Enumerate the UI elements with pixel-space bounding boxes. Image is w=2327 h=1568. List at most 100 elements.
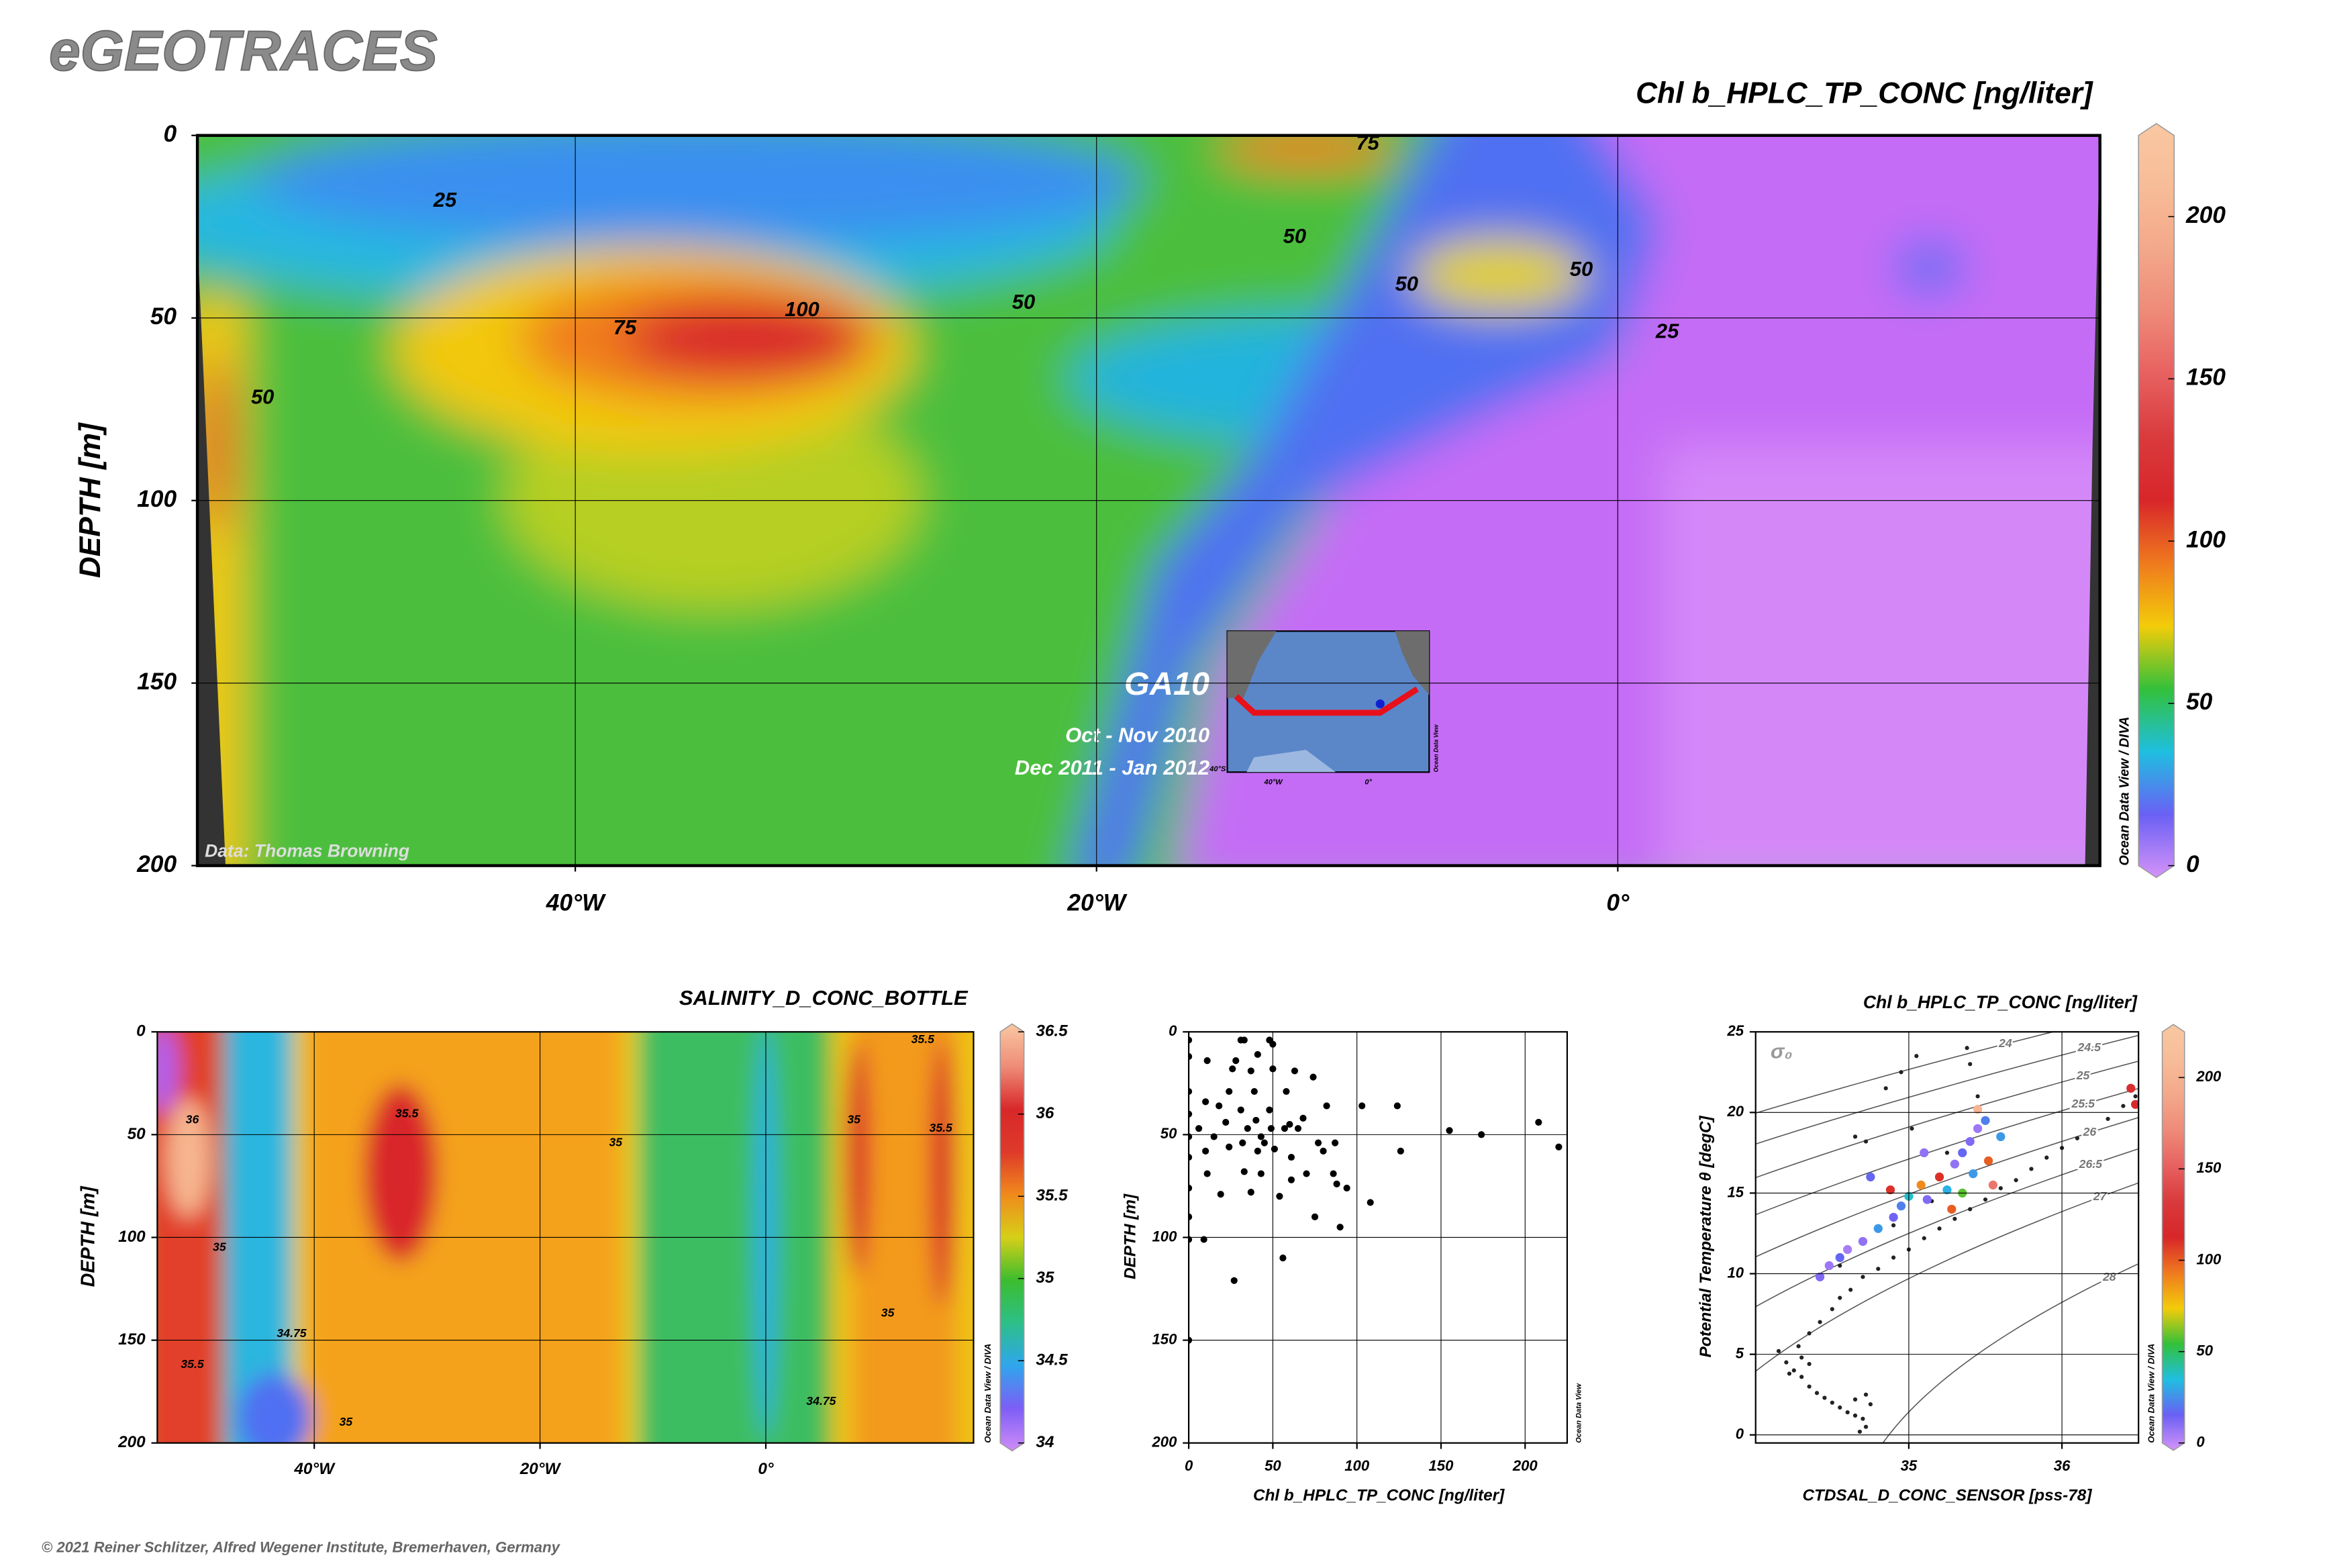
point bbox=[1309, 1073, 1317, 1081]
point bbox=[1189, 1087, 1193, 1095]
point bbox=[1266, 1106, 1273, 1114]
y-tick-label: 50 bbox=[128, 1125, 146, 1143]
colorbar-tick-label: 100 bbox=[2186, 526, 2226, 552]
point bbox=[2090, 1126, 2095, 1131]
sigma-label: 28 bbox=[2102, 1270, 2116, 1283]
point bbox=[1230, 1277, 1238, 1284]
y-tick-label: 15 bbox=[1727, 1183, 1744, 1200]
point bbox=[1876, 1267, 1881, 1271]
colored-point bbox=[2126, 1083, 2136, 1093]
point bbox=[1937, 1226, 1942, 1231]
y-axis-label: DEPTH [m] bbox=[77, 1185, 99, 1287]
x-axis-label: Chl b_HPLC_TP_CONC [ng/liter] bbox=[1253, 1487, 1505, 1505]
contour-label: 25 bbox=[1655, 320, 1679, 343]
colored-point bbox=[1843, 1244, 1852, 1255]
y-axis-label: DEPTH [m] bbox=[1121, 1193, 1139, 1279]
x-tick-label: 0° bbox=[758, 1460, 774, 1478]
point bbox=[1983, 1197, 1988, 1202]
y-tick-label: 50 bbox=[150, 303, 177, 330]
colored-point bbox=[1889, 1212, 1898, 1222]
y-tick-label: 200 bbox=[1152, 1434, 1178, 1451]
point bbox=[2014, 1178, 2018, 1183]
point bbox=[1830, 1307, 1834, 1312]
point bbox=[1244, 1125, 1251, 1132]
contour-label: 35.5 bbox=[181, 1357, 205, 1371]
colorbar-tick-label: 200 bbox=[2185, 202, 2226, 228]
point bbox=[1320, 1147, 1327, 1155]
point bbox=[1818, 1320, 1822, 1324]
x-tick-label: 35 bbox=[1901, 1457, 1918, 1474]
point bbox=[1863, 1392, 1869, 1397]
plot-frame bbox=[195, 134, 2101, 867]
y-tick-label: 10 bbox=[1727, 1264, 1744, 1281]
point bbox=[1807, 1331, 1812, 1336]
point bbox=[1232, 1057, 1240, 1065]
point bbox=[1240, 1168, 1248, 1175]
section-name: GA10 bbox=[1124, 666, 1209, 702]
colored-point bbox=[1973, 1124, 1983, 1133]
point bbox=[1358, 1102, 1366, 1110]
point bbox=[1202, 1098, 1209, 1106]
contour-label: 75 bbox=[613, 315, 637, 339]
sigma-label: 27 bbox=[2093, 1189, 2108, 1203]
contour-label: 35.5 bbox=[929, 1121, 953, 1134]
colored-point bbox=[1934, 1172, 1944, 1182]
x-tick-label: 0° bbox=[1606, 889, 1630, 916]
contour-label: 36 bbox=[186, 1113, 199, 1126]
colored-point bbox=[1969, 1169, 1978, 1179]
point bbox=[2075, 1136, 2080, 1140]
sigma-contour bbox=[1755, 1182, 2139, 1372]
contour-label: 50 bbox=[1283, 224, 1306, 248]
colored-point bbox=[1947, 1204, 1957, 1214]
x-tick-label: 100 bbox=[1344, 1457, 1370, 1474]
point bbox=[1203, 1170, 1211, 1177]
plot-frame bbox=[1754, 1031, 2140, 1444]
app-title: eGEOTRACES bbox=[49, 19, 438, 83]
y-tick-label: 100 bbox=[137, 486, 177, 512]
contour-label: 50 bbox=[1012, 290, 1035, 313]
colored-point bbox=[1973, 1104, 1983, 1114]
contour-label: 75 bbox=[1356, 131, 1379, 154]
section-field bbox=[197, 135, 2100, 866]
point bbox=[1891, 1223, 1896, 1228]
point bbox=[1189, 1213, 1193, 1220]
sigma-contour bbox=[1755, 1034, 2139, 1145]
point bbox=[1799, 1355, 1804, 1360]
point bbox=[1237, 1106, 1244, 1114]
point bbox=[1807, 1384, 1812, 1389]
point bbox=[1247, 1067, 1254, 1075]
contour-label: 35 bbox=[609, 1135, 623, 1148]
y-tick-label: 200 bbox=[136, 851, 177, 877]
contour-label: 100 bbox=[785, 297, 820, 321]
colored-point bbox=[1958, 1148, 1967, 1158]
colored-point bbox=[1920, 1148, 1929, 1158]
y-tick-label: 0 bbox=[1169, 1022, 1177, 1039]
plot-area bbox=[1755, 1032, 2139, 1443]
point bbox=[1952, 1216, 1957, 1221]
colorbar-tick-label: 0 bbox=[2186, 851, 2199, 877]
sigma-contour bbox=[1755, 1087, 2139, 1216]
point bbox=[1286, 1120, 1293, 1128]
point bbox=[1287, 1153, 1295, 1161]
chart-title: SALINITY_D_CONC_BOTTLE bbox=[679, 986, 969, 1010]
point bbox=[1203, 1057, 1211, 1065]
point bbox=[1446, 1127, 1453, 1134]
inset-side-label: Ocean Data View bbox=[1433, 724, 1440, 772]
point bbox=[1257, 1170, 1265, 1177]
point bbox=[1822, 1395, 1827, 1400]
copyright: © 2021 Reiner Schlitzer, Alfred Wegener … bbox=[42, 1539, 561, 1556]
y-tick-label: 0 bbox=[163, 121, 177, 147]
point bbox=[1838, 1263, 1842, 1268]
point bbox=[2121, 1104, 2126, 1108]
contour-label: 50 bbox=[1395, 272, 1418, 295]
x-tick-label: 50 bbox=[1265, 1457, 1281, 1474]
inset-label: 0° bbox=[1365, 779, 1372, 787]
point bbox=[2133, 1094, 2138, 1099]
point bbox=[1252, 1116, 1260, 1124]
side-label: Ocean Data View / DIVA bbox=[2146, 1344, 2157, 1443]
sigma-label: 25.5 bbox=[2071, 1097, 2096, 1110]
point bbox=[1397, 1147, 1404, 1155]
point bbox=[1796, 1344, 1801, 1349]
colored-point bbox=[1835, 1253, 1844, 1263]
colored-point bbox=[1815, 1272, 1825, 1281]
